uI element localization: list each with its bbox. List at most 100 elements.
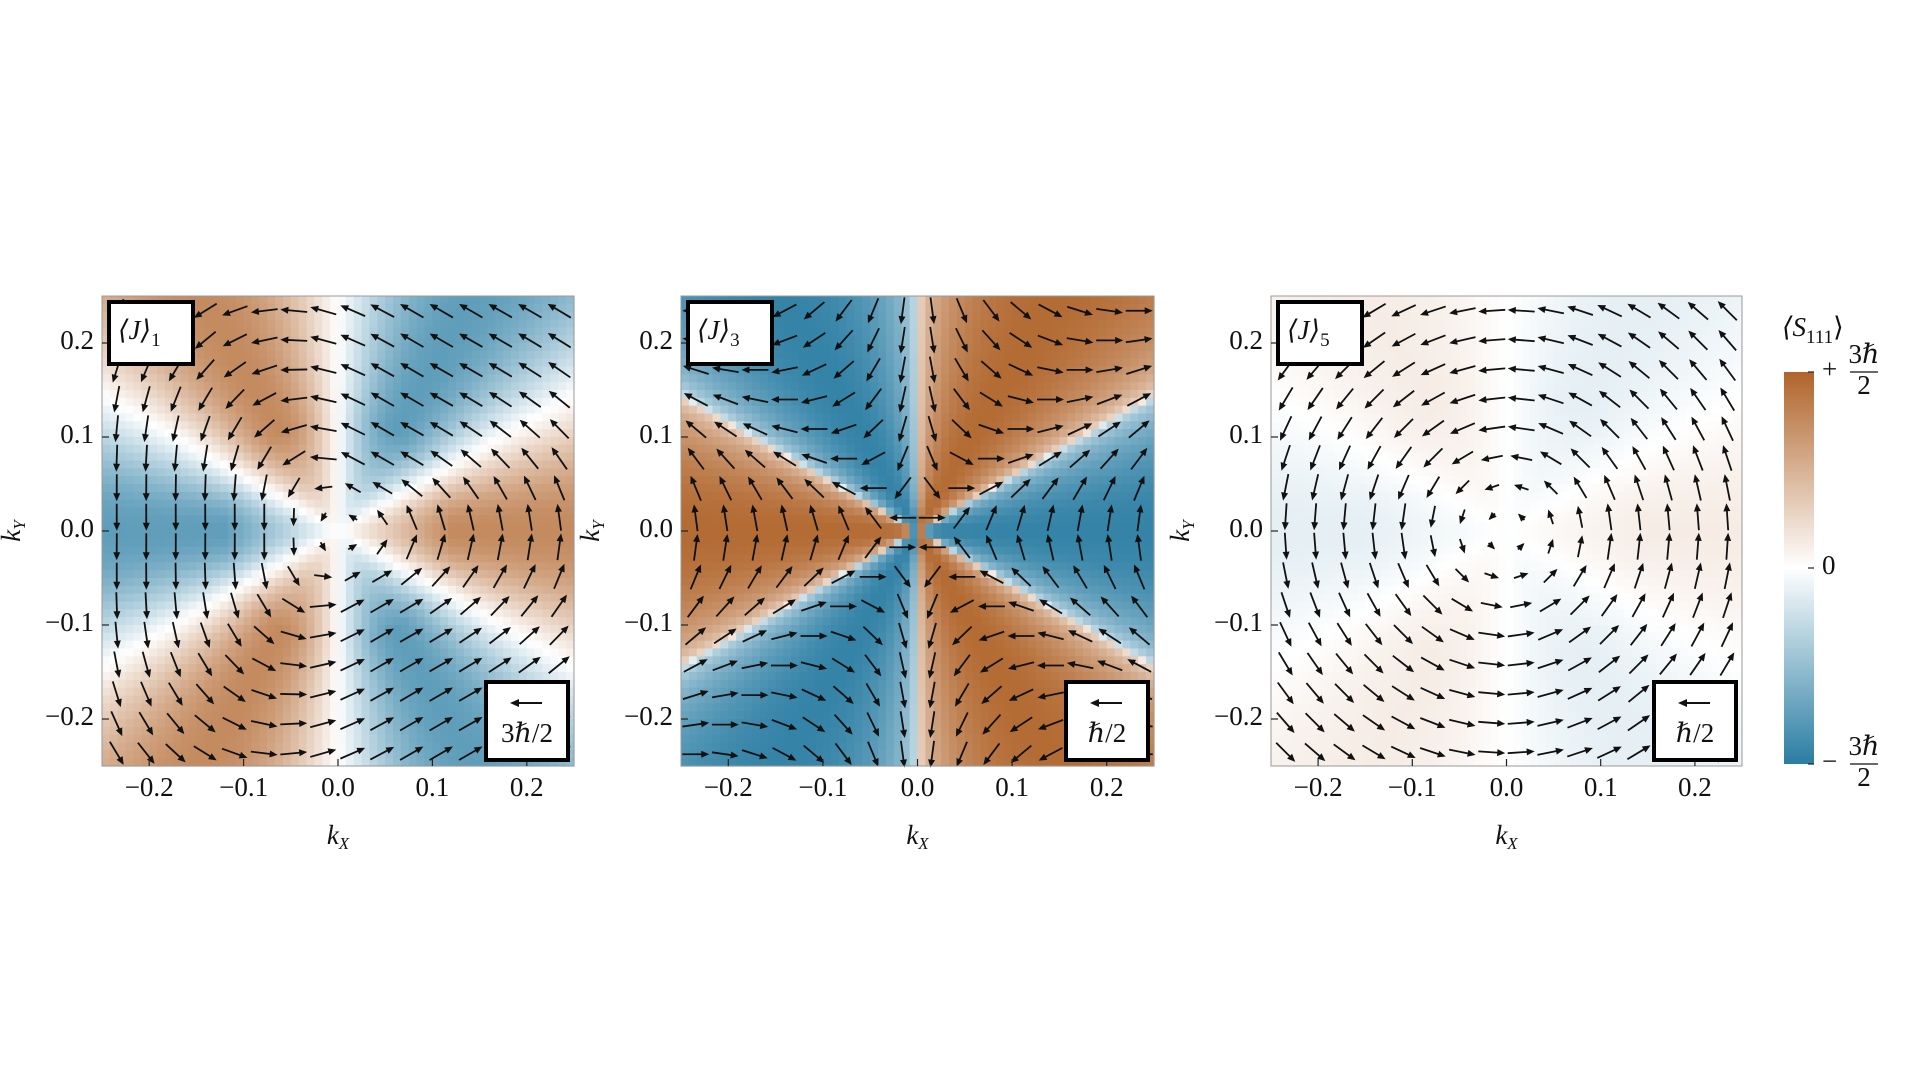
heat-cell <box>416 437 426 446</box>
heat-cell <box>775 523 785 532</box>
heat-cell <box>345 609 355 618</box>
heat-cell <box>759 476 769 485</box>
heat-cell <box>487 585 496 595</box>
heat-cell <box>542 437 551 446</box>
heat-cell <box>566 358 575 368</box>
heat-cell <box>109 570 119 579</box>
heat-cell <box>775 570 785 579</box>
heat-cell <box>440 382 449 391</box>
heat-cell <box>212 429 221 438</box>
arrow-head <box>495 503 503 513</box>
heat-cell <box>751 758 761 767</box>
heat-cell <box>220 664 229 673</box>
heat-cell <box>759 719 769 728</box>
heat-cell <box>385 742 394 751</box>
heat-cell <box>518 413 528 422</box>
heat-cell <box>526 421 536 430</box>
heat-cell <box>385 570 394 579</box>
heat-cell <box>400 742 410 751</box>
heat-cell <box>109 429 119 438</box>
heat-cell <box>542 499 551 509</box>
heat-cell <box>400 632 410 642</box>
heat-cell <box>542 554 551 563</box>
heat-cell <box>728 664 737 673</box>
heat-cell <box>728 460 737 469</box>
heat-cell <box>416 515 426 524</box>
heat-cell <box>338 554 347 563</box>
heat-cell <box>767 413 777 422</box>
heat-cell <box>550 468 559 477</box>
heat-cell <box>511 570 520 579</box>
heat-cell <box>424 546 433 556</box>
heat-cell <box>550 672 559 681</box>
heat-cell <box>463 562 473 571</box>
heat-cell <box>204 484 213 493</box>
heat-cell <box>400 758 410 767</box>
heat-cell <box>534 617 544 626</box>
heat-cell <box>783 311 792 321</box>
heat-cell <box>704 625 714 634</box>
heat-cell <box>345 374 355 383</box>
heat-cell <box>712 429 722 438</box>
heat-cell <box>385 593 394 603</box>
heat-cell <box>345 405 355 415</box>
heat-cell <box>526 397 536 407</box>
heat-cell <box>133 617 142 626</box>
heat-cell <box>728 405 737 415</box>
heat-cell <box>471 515 481 524</box>
heat-cell <box>290 687 300 697</box>
heat-cell <box>338 452 347 462</box>
heat-cell <box>353 758 363 767</box>
heat-cell <box>164 421 174 430</box>
heat-cell <box>196 719 205 728</box>
heat-cell <box>243 421 253 430</box>
heat-cell <box>243 632 253 642</box>
heat-cell <box>243 515 253 524</box>
heat-cell <box>696 742 706 751</box>
heat-cell <box>681 609 690 618</box>
heat-cell <box>736 538 745 548</box>
arrow-head <box>473 657 483 665</box>
heat-cell <box>400 734 410 744</box>
heat-cell <box>511 554 520 563</box>
heat-cell <box>471 585 481 595</box>
heat-cell <box>251 452 260 462</box>
heat-cell <box>102 758 111 767</box>
heat-cell <box>109 695 119 704</box>
heat-cell <box>479 640 489 650</box>
heat-cell <box>393 593 402 603</box>
heat-cell <box>220 515 229 524</box>
heat-cell <box>235 444 245 454</box>
arrow-head <box>459 363 468 371</box>
heat-cell <box>220 444 229 454</box>
heat-cell <box>542 609 551 618</box>
heat-cell <box>550 311 559 321</box>
heat-cell <box>511 468 520 477</box>
heat-cell <box>416 390 426 399</box>
heat-cell <box>408 679 418 689</box>
heat-cell <box>566 413 575 422</box>
heat-cell <box>196 578 205 587</box>
heat-cell <box>109 554 119 563</box>
heat-cell <box>125 554 135 563</box>
heat-cell <box>235 460 245 469</box>
arrow-head <box>201 552 209 561</box>
heat-cell <box>243 711 253 720</box>
heat-cell <box>456 476 465 485</box>
heat-cell <box>775 491 785 501</box>
heat-cell <box>487 538 496 548</box>
heat-cell <box>440 562 449 571</box>
heat-cell <box>783 570 792 579</box>
heat-cell <box>424 562 433 571</box>
heat-cell <box>775 672 785 681</box>
heat-cell <box>196 468 205 477</box>
heat-cell <box>688 585 698 595</box>
heat-cell <box>227 742 237 751</box>
heat-cell <box>298 601 308 610</box>
heat-cell <box>408 609 418 618</box>
arrow-head <box>115 727 123 737</box>
heat-cell <box>188 429 197 438</box>
heat-cell <box>196 664 205 673</box>
heat-cell <box>322 531 331 540</box>
heat-cell <box>783 640 792 650</box>
